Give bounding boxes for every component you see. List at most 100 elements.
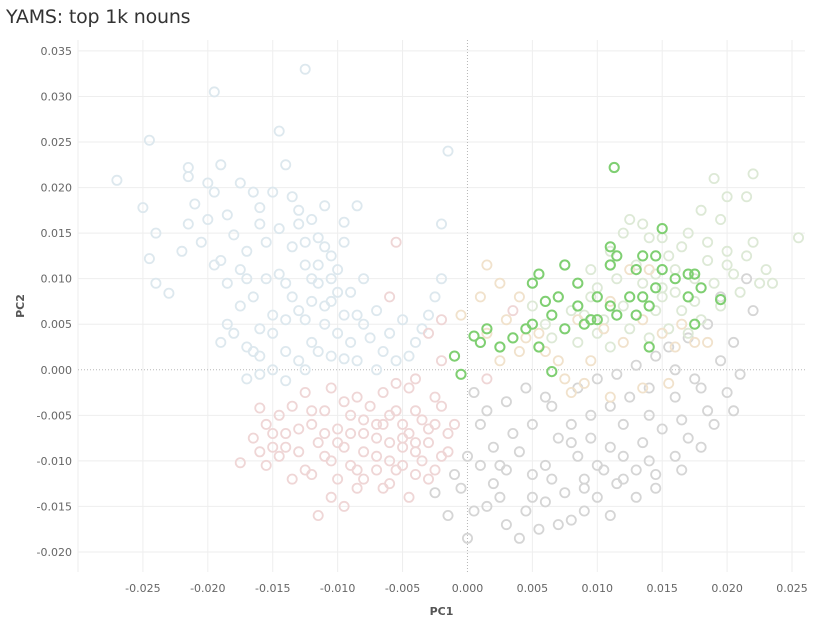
data-point: [422, 309, 434, 321]
data-point: [416, 455, 428, 467]
data-point: [461, 532, 473, 544]
data-point: [656, 423, 668, 435]
data-point: [669, 273, 681, 285]
data-point: [319, 200, 331, 212]
data-point: [448, 350, 461, 362]
data-point: [435, 273, 447, 285]
data-point: [643, 341, 655, 353]
series-light-blue-cluster: [111, 63, 454, 387]
data-point: [254, 402, 266, 414]
data-point: [559, 487, 571, 499]
data-point: [455, 309, 467, 321]
data-point: [422, 423, 434, 435]
data-point: [338, 396, 350, 408]
data-point: [371, 305, 383, 317]
data-point: [520, 382, 532, 394]
data-point: [754, 277, 766, 289]
data-point: [565, 305, 577, 317]
data-point: [526, 491, 538, 503]
x-tick-label: 0.000: [452, 582, 484, 595]
data-point: [617, 418, 629, 430]
data-point: [604, 400, 616, 412]
data-point: [630, 359, 642, 371]
data-point: [598, 464, 610, 476]
data-point: [254, 350, 266, 362]
data-point: [312, 509, 324, 521]
data-point: [604, 295, 616, 307]
data-point: [507, 427, 519, 439]
data-point: [409, 405, 421, 417]
data-point: [442, 145, 454, 157]
x-axis-title: PC1: [430, 605, 454, 618]
data-point: [611, 368, 623, 380]
data-point: [767, 277, 779, 289]
data-point: [234, 300, 246, 312]
data-point: [176, 245, 188, 257]
data-point: [221, 318, 233, 330]
data-point: [345, 336, 357, 348]
data-point: [234, 264, 246, 276]
data-point: [643, 232, 655, 244]
data-point: [611, 273, 623, 285]
data-point: [429, 391, 441, 403]
data-point: [500, 464, 512, 476]
data-point: [578, 309, 590, 321]
data-point: [747, 305, 759, 317]
data-point: [358, 414, 370, 426]
data-point: [377, 345, 389, 357]
data-point: [728, 336, 740, 348]
data-point: [442, 509, 454, 521]
data-point: [715, 300, 727, 312]
data-point: [520, 505, 532, 517]
data-point: [507, 332, 519, 344]
data-point: [273, 409, 285, 421]
data-point: [494, 459, 506, 471]
data-point: [572, 277, 584, 289]
data-point: [325, 295, 337, 307]
data-point: [273, 450, 285, 462]
data-point: [559, 323, 571, 335]
y-axis-title: PC2: [14, 294, 27, 318]
data-point: [565, 386, 577, 398]
data-point: [747, 168, 759, 180]
data-point: [747, 236, 759, 248]
data-point: [585, 291, 597, 303]
data-point: [702, 336, 714, 348]
data-point: [721, 259, 733, 271]
data-point: [247, 186, 259, 198]
data-point: [487, 478, 499, 490]
data-point: [624, 323, 636, 335]
data-point: [552, 291, 564, 303]
data-point: [403, 382, 415, 394]
data-point: [468, 505, 480, 517]
data-point: [409, 437, 421, 449]
data-point: [481, 500, 493, 512]
x-tick-label: -0.025: [125, 582, 160, 595]
y-tick-label: 0.035: [41, 45, 73, 58]
data-point: [715, 213, 727, 225]
data-point: [280, 277, 292, 289]
data-point: [390, 377, 402, 389]
data-point: [351, 355, 363, 367]
data-point: [513, 291, 525, 303]
y-tick-label: -0.020: [37, 546, 72, 559]
data-point: [689, 336, 701, 348]
data-point: [585, 355, 597, 367]
data-point: [721, 386, 733, 398]
data-point: [247, 432, 259, 444]
data-point: [630, 491, 642, 503]
data-point: [306, 213, 318, 225]
data-point: [656, 223, 668, 235]
data-point: [435, 218, 447, 230]
data-point: [286, 400, 298, 412]
data-point: [513, 446, 525, 458]
data-point: [403, 350, 415, 362]
data-point: [299, 364, 311, 376]
data-point: [280, 441, 292, 453]
data-point: [435, 450, 447, 462]
data-point: [429, 487, 441, 499]
data-point: [267, 441, 279, 453]
data-point: [481, 259, 493, 271]
data-point: [150, 277, 162, 289]
data-point: [585, 264, 597, 276]
